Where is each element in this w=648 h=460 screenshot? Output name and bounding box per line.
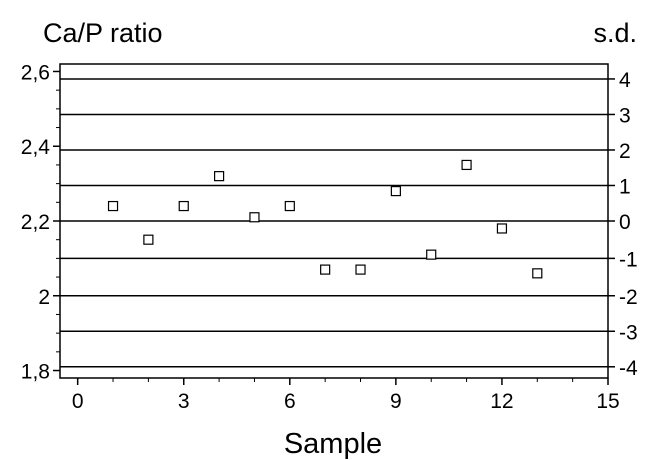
x-tick-label: 0 (72, 390, 84, 413)
data-point (249, 212, 260, 223)
x-tick-label: 6 (284, 390, 296, 413)
data-point (355, 264, 366, 275)
sd-reference-lines (60, 78, 608, 368)
y-tick-label: 2 (38, 286, 50, 309)
x-tick-label: 9 (390, 390, 402, 413)
y-tick-label: 2,4 (21, 136, 51, 159)
y-tick-label: 2,2 (21, 211, 50, 234)
sd-tick-label: -1 (619, 248, 638, 271)
sd-tick-label: 1 (619, 175, 631, 198)
data-point (213, 171, 225, 182)
x-tick-label: 15 (596, 390, 619, 413)
sd-tick-label: -3 (619, 321, 638, 344)
left-y-axis: 1,8 2 2,2 2,4 2,6 (21, 61, 60, 384)
sd-tick-label: -4 (619, 357, 638, 380)
x-axis-title: Sample (284, 428, 382, 460)
x-axis: 0 3 6 9 12 15 (72, 378, 620, 413)
left-axis-title: Ca/P ratio (43, 18, 163, 48)
sd-tick-label: 4 (619, 69, 631, 92)
data-point (143, 234, 154, 245)
data-point (461, 159, 472, 171)
data-point (284, 200, 295, 212)
x-tick-label: 3 (178, 390, 190, 413)
data-point (107, 200, 119, 212)
data-points (107, 159, 543, 279)
data-point (426, 249, 437, 260)
x-tick-label: 12 (490, 390, 513, 413)
right-sd-axis: -4 -3 -2 -1 0 1 2 3 4 (608, 69, 638, 380)
right-axis-title: s.d. (593, 18, 637, 48)
data-point (496, 223, 508, 234)
data-point (320, 264, 331, 275)
data-point (178, 200, 189, 212)
sd-tick-label: 3 (619, 104, 631, 127)
data-point (390, 185, 401, 197)
sd-tick-label: 0 (619, 211, 631, 234)
y-tick-label: 2,6 (21, 61, 50, 84)
sd-tick-label: -2 (619, 286, 638, 309)
data-point (532, 268, 543, 279)
sd-tick-label: 2 (619, 140, 631, 163)
y-tick-label: 1,8 (21, 361, 50, 384)
